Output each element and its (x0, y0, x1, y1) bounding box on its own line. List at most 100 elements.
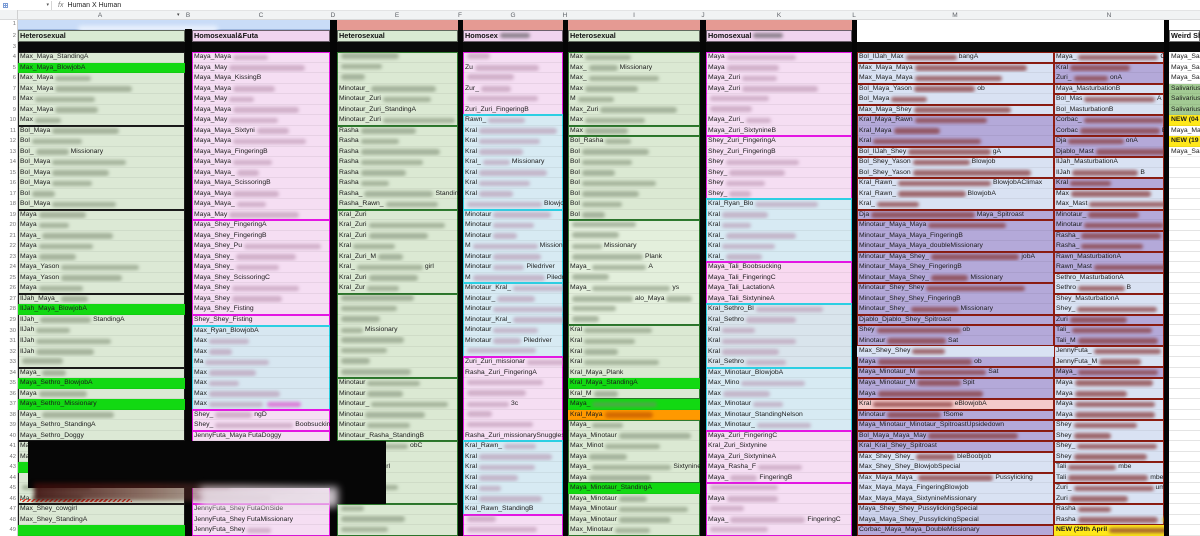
cell[interactable]: Kral (568, 325, 700, 336)
cell[interactable] (463, 389, 563, 400)
cell[interactable]: Max_Maya (18, 73, 185, 84)
cell[interactable]: Max_Maya_Maya_FingeringBlowjob (857, 483, 1054, 494)
cell[interactable]: alo_Maya (568, 294, 700, 305)
cell[interactable] (1169, 441, 1200, 452)
cell[interactable]: Kral_Sethro (706, 357, 852, 368)
cell[interactable]: Maya_Minotaur (568, 431, 700, 442)
cell[interactable]: M Missionary (463, 241, 563, 252)
cell[interactable] (463, 525, 563, 536)
cell[interactable]: Shey_ (1054, 304, 1164, 315)
cell[interactable]: Minotaur_Maya_Maya (857, 220, 1054, 231)
row-number[interactable]: 11 (9, 127, 16, 134)
cell[interactable]: Maya_Shey_Shey_PussylickingSpecial (857, 504, 1054, 515)
cell[interactable] (337, 63, 458, 74)
cell[interactable]: IlJah (18, 347, 185, 358)
row-number[interactable]: 2 (12, 32, 16, 39)
cell[interactable]: Maya_Shey_ (192, 252, 330, 263)
cell[interactable]: Max (192, 347, 330, 358)
row-number[interactable]: 31 (9, 338, 16, 345)
cell[interactable]: Maya_ (568, 399, 700, 410)
cell[interactable] (1169, 472, 1200, 484)
cell[interactable]: Max_ (568, 73, 700, 84)
cell[interactable]: Maya_Tali_Boobsucking (706, 262, 852, 273)
cell[interactable]: Rasha (337, 168, 458, 179)
cell[interactable]: Kral (463, 126, 563, 137)
cell[interactable] (1169, 293, 1200, 305)
cell[interactable]: Max_Minotaur_BlowjobA (706, 368, 852, 379)
cell[interactable]: Minotaur fSome (857, 410, 1054, 421)
cell[interactable]: Max_Maya_BlowjobA (18, 62, 185, 74)
cell[interactable]: Maya_May (1169, 126, 1200, 137)
cell[interactable]: Rasha (1054, 504, 1164, 515)
cell[interactable]: Shey_ (706, 168, 852, 179)
cell[interactable]: Maya_Zuri_FingeringC (706, 431, 852, 442)
cell[interactable]: Sethro B (1054, 283, 1164, 294)
cell[interactable]: Shey (1054, 452, 1164, 463)
cell[interactable] (337, 504, 458, 515)
cell[interactable]: Shey_ ngD (192, 410, 330, 421)
cell[interactable]: Minotaur (337, 389, 458, 400)
row-number[interactable]: 16 (9, 180, 16, 187)
cell[interactable]: Maya_Shey (192, 294, 330, 305)
row-number[interactable]: 8 (12, 96, 16, 103)
cell[interactable]: Bol (568, 189, 700, 200)
cell[interactable]: IlJah_ StandingA (18, 315, 185, 326)
cell[interactable]: Minotaur (463, 252, 563, 263)
row-number[interactable]: 30 (9, 327, 16, 334)
cell[interactable]: Zuri (1054, 494, 1164, 505)
cell[interactable]: Maya_Zuri (706, 84, 852, 95)
cell[interactable]: Maya_Zuri_ (706, 115, 852, 126)
cell[interactable]: Zuri_Zuri_missionar (463, 357, 563, 368)
cell[interactable]: Kral (463, 462, 563, 473)
cell[interactable]: Max_Minot (568, 441, 700, 452)
select-all-corner[interactable] (0, 10, 18, 20)
cell[interactable]: Rasha_ StandingB (337, 189, 458, 200)
cell[interactable]: Missionary (337, 325, 458, 336)
cell[interactable]: IlJah_Maya_BlowjobA (18, 304, 185, 315)
cell[interactable]: Max (18, 94, 185, 105)
cell[interactable]: Minotaur_Kral_ (463, 315, 563, 326)
cell[interactable] (337, 525, 458, 536)
cell[interactable]: Kral_Zuri_Sixtynine (706, 441, 852, 452)
cell[interactable]: IlJah_MasturbationA (1054, 157, 1164, 168)
cell[interactable]: Kral (463, 168, 563, 179)
column-header-G[interactable]: G (510, 12, 516, 19)
cell[interactable]: Tali_ (1054, 325, 1164, 336)
cell[interactable] (463, 52, 563, 63)
cell[interactable]: Kral (463, 483, 563, 494)
cell[interactable]: Missionary (568, 241, 700, 252)
cell[interactable]: Bol (568, 147, 700, 158)
cell[interactable]: IlJah (18, 325, 185, 336)
cell[interactable]: Kral_Sethro (706, 315, 852, 326)
cell[interactable]: Maya_Sethro_Doggy (18, 431, 185, 442)
column-header-L[interactable]: L (852, 12, 856, 19)
row-number[interactable]: 42 (9, 453, 16, 460)
cell[interactable]: Kral_Zuri (337, 220, 458, 231)
cell[interactable] (463, 94, 563, 105)
cell[interactable]: Max_Maya_Maya (857, 63, 1054, 74)
cell[interactable]: Rawn_Mast (1054, 262, 1164, 273)
cell[interactable]: Bol_IlJah_Shey gA (857, 147, 1054, 158)
row-number[interactable]: 14 (9, 159, 16, 166)
cell[interactable]: Shey_ Boobsucking (192, 420, 330, 431)
cell[interactable]: Rawn_ (463, 115, 563, 126)
row-number[interactable]: 37 (9, 401, 16, 408)
cell[interactable]: Kral_Sethro_Bl (706, 304, 852, 315)
cell[interactable] (1169, 262, 1200, 273)
cell[interactable]: Minotaur (463, 304, 563, 315)
cell[interactable]: Kral (463, 178, 563, 189)
cell[interactable] (1169, 251, 1200, 263)
cell[interactable] (337, 368, 458, 379)
cell[interactable] (18, 525, 185, 536)
cell[interactable]: Maya (18, 241, 185, 252)
cell[interactable]: Maya_ ys (568, 283, 700, 294)
cell[interactable]: Shey_MasturbationA (1054, 294, 1164, 305)
cell[interactable]: Sethro_MasturbationA (1054, 273, 1164, 284)
cell[interactable]: Rasha (337, 157, 458, 168)
cell[interactable]: Minotaur_Maya_Maya_doubleMissionary (857, 241, 1054, 252)
cell[interactable]: Max_Shey_StandingA (18, 515, 185, 526)
cell[interactable]: Max (192, 378, 330, 389)
name-box[interactable]: ▾ (0, 0, 52, 10)
cell[interactable]: Kral (706, 210, 852, 221)
cell[interactable]: Kral_Maya_StandingA (568, 378, 700, 389)
